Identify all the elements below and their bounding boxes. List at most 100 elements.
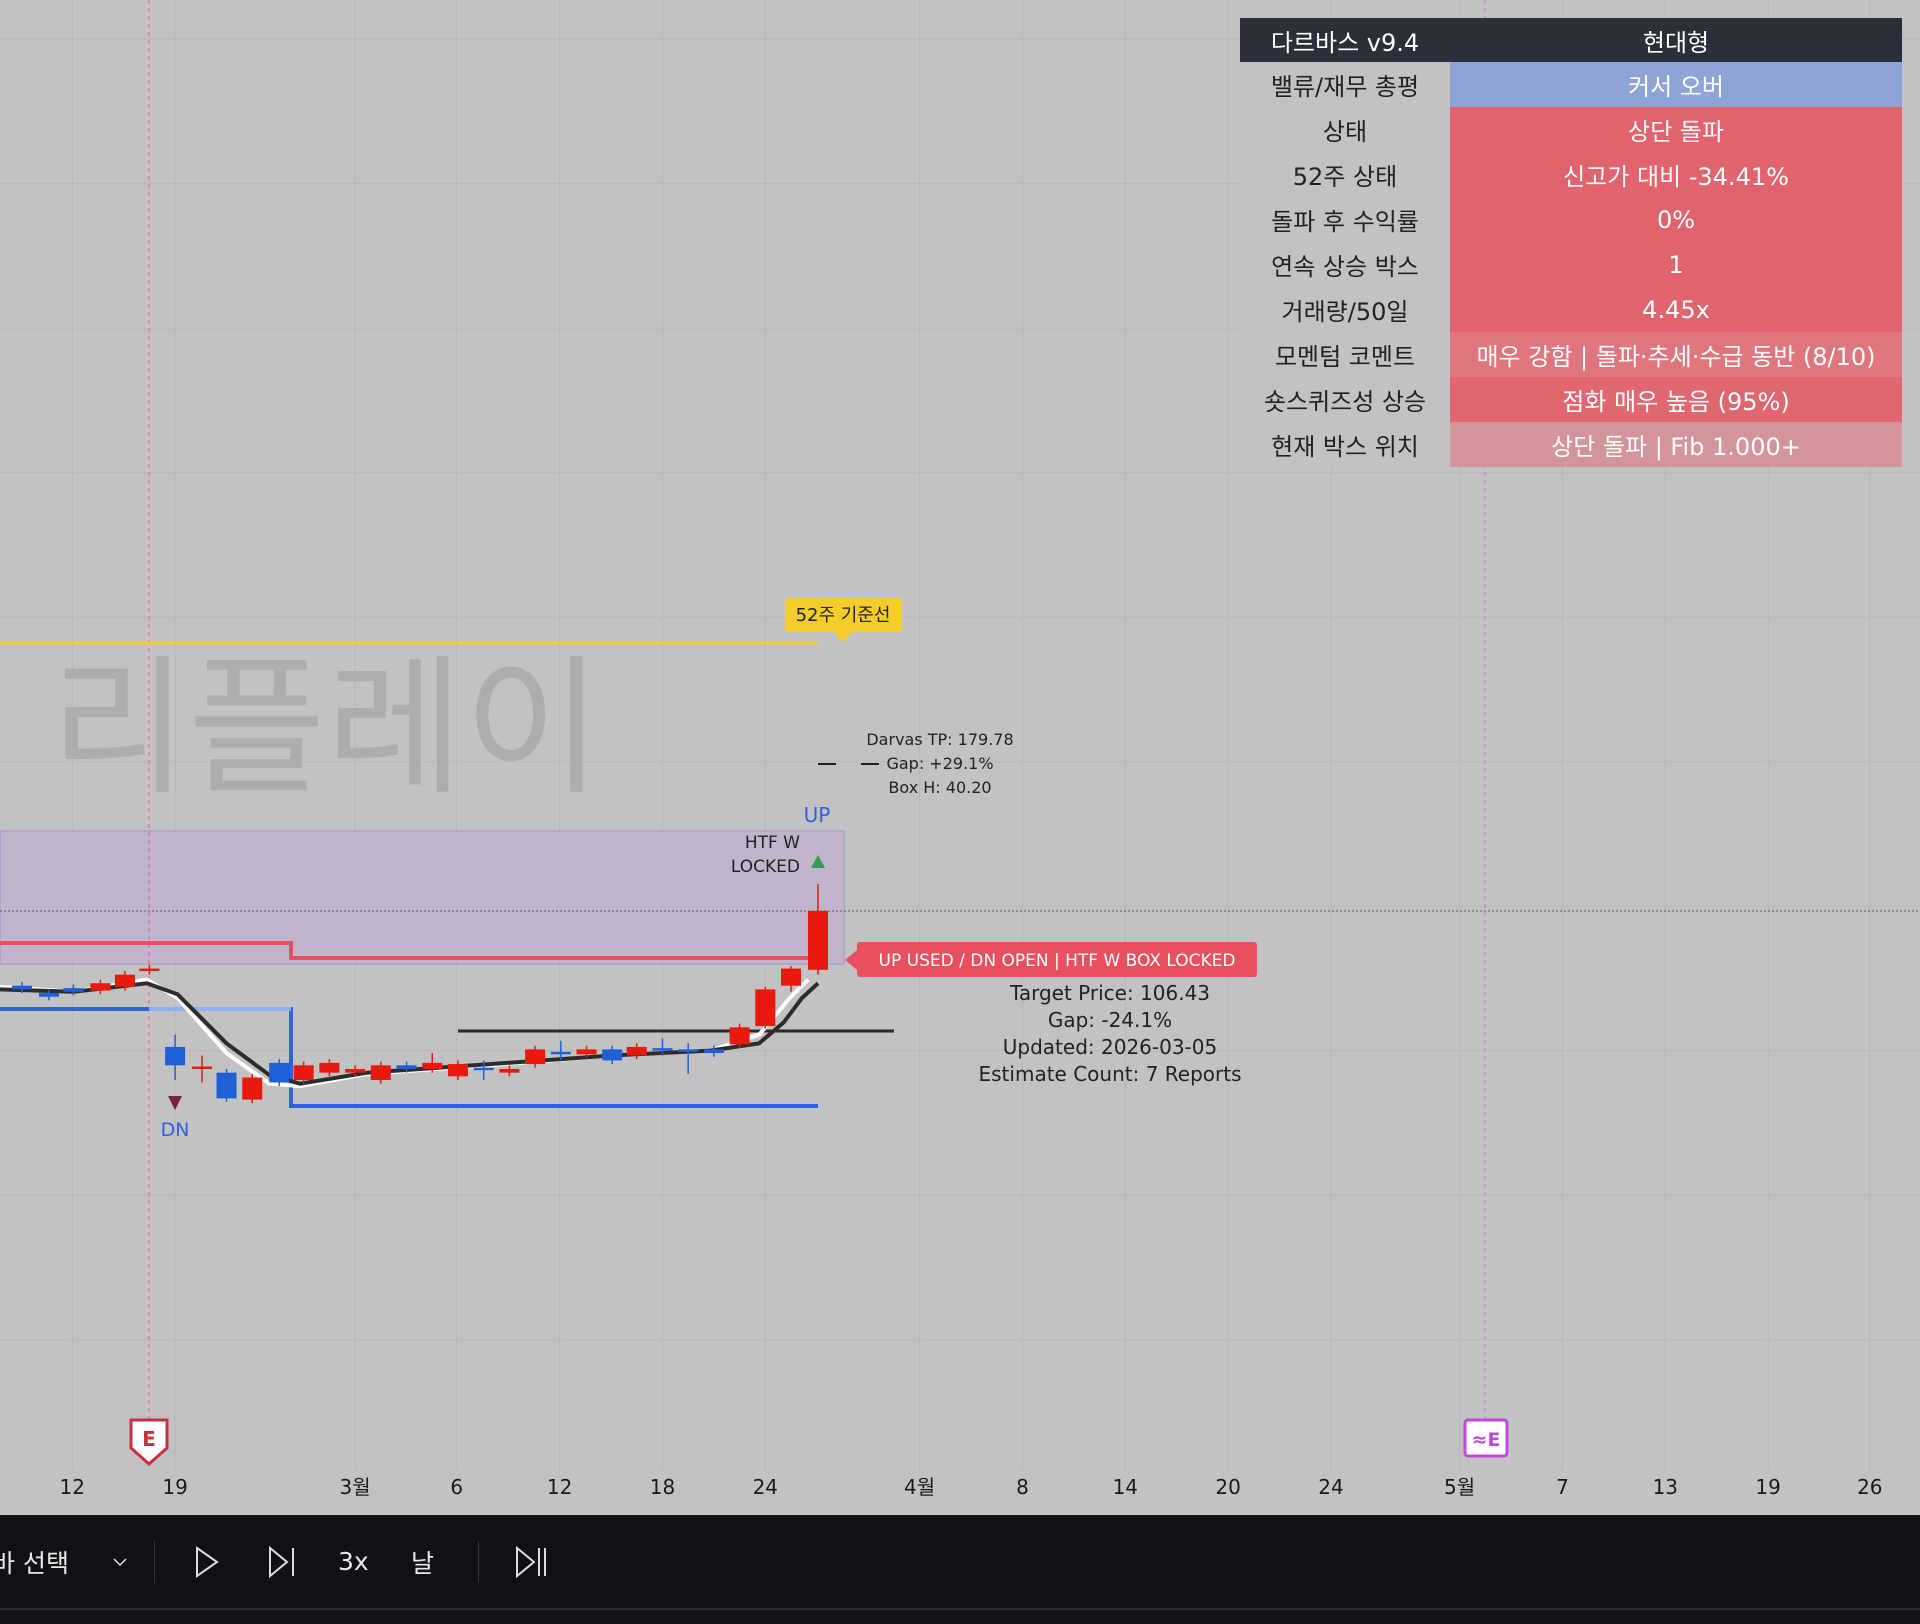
- estimate-count-text: Estimate Count: 7 Reports: [979, 1062, 1242, 1086]
- panel-row-value: 신고가 대비 -34.41%: [1450, 152, 1902, 197]
- bar-select-label: 바 선택: [0, 1548, 69, 1578]
- candle: [755, 989, 776, 1027]
- candle: [678, 1049, 699, 1052]
- candle: [192, 1066, 213, 1069]
- panel-row: 거래량/50일 4.45x: [1240, 287, 1902, 332]
- panel-row-value: 점화 매우 높음 (95%): [1450, 377, 1902, 422]
- candle: [139, 968, 160, 972]
- darvas-gap-text: Gap: +29.1%: [886, 754, 993, 773]
- step-forward-icon[interactable]: [267, 1515, 297, 1608]
- dn-label: DN: [161, 1119, 190, 1141]
- time-axis-tick: 6: [450, 1475, 463, 1499]
- ma-slow-line: [0, 981, 820, 1086]
- candle: [781, 968, 802, 986]
- panel-row-label: 52주 상태: [1240, 152, 1450, 197]
- candle: [319, 1062, 340, 1073]
- htf-label-line1: HTF W: [745, 833, 800, 853]
- jump-to-realtime-icon[interactable]: [514, 1515, 548, 1608]
- htf-label-line2: LOCKED: [731, 857, 800, 877]
- chevron-down-icon[interactable]: [112, 1515, 128, 1608]
- replay-toolbar: 바 선택 3x 날: [0, 1515, 1920, 1608]
- time-axis-tick: 7: [1556, 1475, 1569, 1499]
- candle: [499, 1068, 520, 1073]
- target-price-text: Target Price: 106.43: [1009, 981, 1210, 1005]
- candle: [12, 985, 33, 990]
- updated-text: Updated: 2026-03-05: [1003, 1035, 1217, 1059]
- time-axis-tick: 4월: [904, 1475, 935, 1499]
- up-label: UP: [804, 803, 831, 827]
- divider: [154, 1541, 155, 1583]
- play-icon[interactable]: [194, 1515, 220, 1608]
- candles: [12, 884, 828, 1104]
- time-axis-tick: 12: [547, 1475, 572, 1499]
- candle: [114, 974, 135, 987]
- panel-row: 돌파 후 수익률 0%: [1240, 197, 1902, 242]
- candle: [242, 1077, 263, 1100]
- candle: [63, 988, 84, 992]
- bar-select-button[interactable]: 바 선택: [0, 1515, 69, 1608]
- candle: [293, 1065, 314, 1080]
- interval-label: 날: [411, 1548, 435, 1578]
- panel-row: 밸류/재무 총평 커서 오버: [1240, 62, 1902, 107]
- panel-row-label: 돌파 후 수익률: [1240, 197, 1450, 242]
- interval-button[interactable]: 날: [411, 1515, 434, 1608]
- candle: [525, 1049, 546, 1065]
- status-label-text: UP USED / DN OPEN | HTF W BOX LOCKED: [879, 951, 1236, 971]
- panel-row-value: 1: [1450, 242, 1902, 287]
- panel-title: 다르바스 v9.4: [1240, 18, 1450, 62]
- week52-label-text: 52주 기준선: [796, 605, 891, 626]
- candle: [703, 1049, 724, 1054]
- panel-row: 현재 박스 위치 상단 돌파 | Fib 1.000+: [1240, 422, 1902, 467]
- candle: [422, 1062, 443, 1069]
- box-height-text: Box H: 40.20: [888, 778, 991, 797]
- panel-row: 숏스퀴즈성 상승 점화 매우 높음 (95%): [1240, 377, 1902, 422]
- candle: [602, 1049, 623, 1061]
- candle: [216, 1072, 237, 1099]
- up-triangle-icon: [811, 855, 825, 868]
- panel-row-value: 0%: [1450, 197, 1902, 242]
- future-earnings-marker[interactable]: ≈E: [1463, 1418, 1509, 1458]
- panel-row: 상태 상단 돌파: [1240, 107, 1902, 152]
- status-label: UP USED / DN OPEN | HTF W BOX LOCKED: [845, 942, 1257, 977]
- time-axis-tick: 19: [1755, 1475, 1780, 1499]
- time-axis-tick: 18: [650, 1475, 675, 1499]
- time-axis-tick: 24: [1318, 1475, 1343, 1499]
- earnings-marker-text: E: [142, 1427, 156, 1451]
- earnings-marker[interactable]: E: [129, 1418, 169, 1467]
- panel-row: 52주 상태 신고가 대비 -34.41%: [1240, 152, 1902, 197]
- candle: [396, 1065, 417, 1069]
- candle: [165, 1046, 186, 1066]
- time-axis[interactable]: 12 19 3월 6 12 18 24 4월 8 14 20 24 5월 7 13 19 26: [60, 1475, 1883, 1499]
- panel-row-value: 커서 오버: [1450, 62, 1902, 107]
- time-axis-tick: 14: [1113, 1475, 1138, 1499]
- candle: [473, 1067, 494, 1071]
- panel-row-label: 거래량/50일: [1240, 287, 1450, 332]
- time-axis-tick: 3월: [340, 1475, 371, 1499]
- time-axis-tick: 26: [1857, 1475, 1882, 1499]
- panel-row: 모멘텀 코멘트 매우 강함 | 돌파·추세·수급 동반 (8/10): [1240, 332, 1902, 377]
- candle: [38, 993, 59, 997]
- candle: [729, 1027, 750, 1045]
- candle: [90, 983, 111, 991]
- box-bottom-line: [0, 1007, 818, 1108]
- panel-style: 현대형: [1450, 18, 1902, 62]
- dn-triangle-icon: [168, 1096, 182, 1110]
- panel-row-value: 매우 강함 | 돌파·추세·수급 동반 (8/10): [1450, 332, 1902, 377]
- speed-button[interactable]: 3x: [338, 1515, 369, 1608]
- panel-row-label: 숏스퀴즈성 상승: [1240, 377, 1450, 422]
- darvas-info-panel: 다르바스 v9.4 현대형 밸류/재무 총평 커서 오버 상태 상단 돌파 52주 상태…: [1240, 18, 1902, 467]
- box-top-line: [0, 941, 818, 960]
- time-axis-tick: 12: [60, 1475, 85, 1499]
- candle: [550, 1051, 571, 1055]
- candle: [807, 911, 828, 970]
- time-axis-tick: 19: [162, 1475, 187, 1499]
- bottom-bar: [0, 1608, 1920, 1624]
- candle: [370, 1065, 391, 1080]
- time-axis-tick: 5월: [1444, 1475, 1475, 1499]
- replay-watermark: 리플레이: [50, 642, 602, 816]
- divider: [478, 1541, 479, 1583]
- price-chart[interactable]: 리플레이 52주 기준선 DN UP HTF W LOCKED Darvas T…: [0, 0, 1920, 1515]
- speed-label: 3x: [338, 1547, 369, 1576]
- time-axis-tick: 13: [1653, 1475, 1678, 1499]
- week52-label: 52주 기준선: [785, 598, 902, 642]
